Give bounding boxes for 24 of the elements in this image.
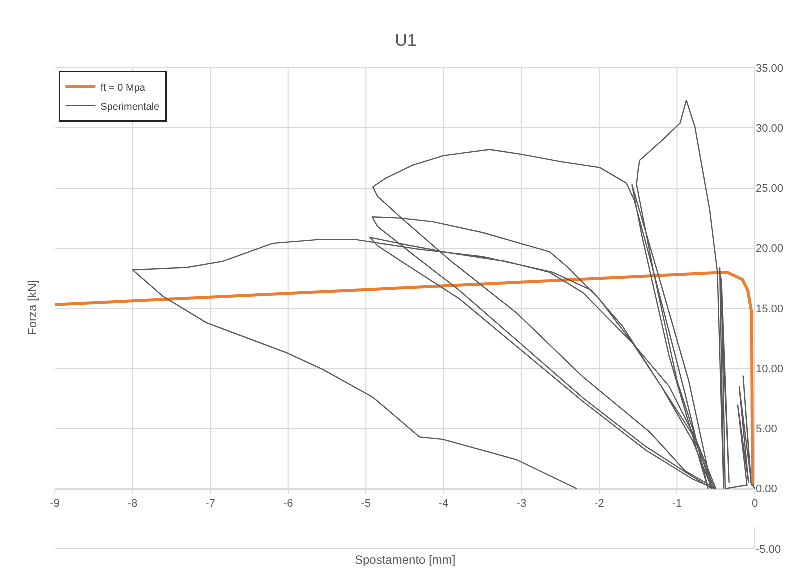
- legend-label: Sperimentale: [100, 102, 160, 113]
- x-tick-label: -4: [439, 498, 449, 510]
- x-tick-label: -5: [361, 498, 371, 510]
- y-tick-label: -5.00: [756, 544, 782, 556]
- y-tick-label: 0.00: [756, 484, 778, 496]
- y-tick-label: 35.00: [756, 62, 784, 75]
- x-tick-label: -9: [50, 498, 60, 510]
- y-tick-label: 5.00: [756, 424, 778, 436]
- x-tick-label: 0: [752, 498, 758, 510]
- y-tick-label: 15.00: [756, 303, 784, 316]
- x-tick-label: -2: [594, 498, 604, 510]
- legend-label: ft = 0 Mpa: [100, 82, 146, 94]
- x-tick-label: -7: [206, 498, 216, 510]
- y-tick-label: 30.00: [756, 122, 784, 135]
- y-tick-label: 10.00: [756, 363, 784, 376]
- x-tick-label: -8: [128, 498, 138, 510]
- chart-title: U1: [395, 30, 417, 50]
- x-tick-label: -1: [672, 498, 682, 510]
- y-axis-title: Forza [kN]: [26, 280, 40, 336]
- x-tick-label: -6: [283, 498, 294, 510]
- x-axis-title: Spostamento [mm]: [355, 553, 456, 567]
- y-tick-label: 20.00: [756, 243, 784, 256]
- y-tick-label: 25.00: [756, 183, 784, 196]
- x-tick-label: -3: [516, 498, 527, 510]
